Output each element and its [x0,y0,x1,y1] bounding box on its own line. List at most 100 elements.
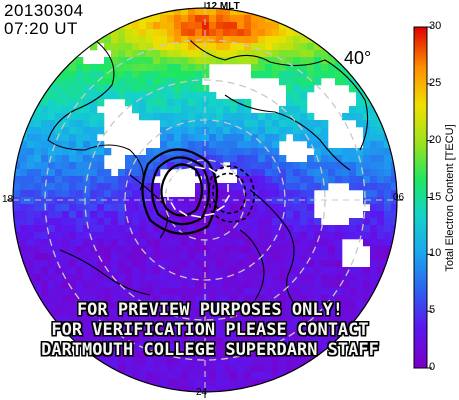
tec-cell [20,190,28,198]
tec-cell [279,50,287,58]
tec-cell [258,22,266,30]
convection-contour [141,148,218,235]
tec-cell [293,330,301,338]
tec-cell [209,323,217,331]
tec-cell [167,134,175,142]
tec-cell [83,190,91,198]
tec-cell [181,295,189,303]
tec-cell [258,365,266,373]
tec-cell [146,106,154,114]
tec-cell [146,379,154,387]
tec-cell [335,176,343,184]
tec-cell [139,113,147,121]
tec-cell [55,141,63,149]
tec-cell [55,190,63,198]
tec-cell [195,92,203,100]
tec-cell [202,239,210,247]
tec-cell [195,15,203,23]
tec-cell [48,260,56,268]
tec-cell [272,267,280,275]
tec-cell [69,253,77,261]
tec-cell [272,43,280,51]
tec-cell [181,127,189,135]
tec-cell [286,316,294,324]
tec-cell [272,274,280,282]
tec-cell [167,204,175,212]
tec-cell [83,99,91,107]
tec-cell [111,50,119,58]
tec-cell [27,162,35,170]
tec-cell [111,211,119,219]
tec-cell [181,141,189,149]
tec-cell [125,169,133,177]
tec-cell [293,162,301,170]
colorbar-tick-label: 0 [429,361,436,373]
tec-cell [125,155,133,163]
tec-cell [286,211,294,219]
tec-cell [300,162,308,170]
tec-cell [209,127,217,135]
tec-cell [286,71,294,79]
tec-cell [293,64,301,72]
tec-cell [76,113,84,121]
tec-cell [139,323,147,331]
tec-cell [153,330,161,338]
tec-cell [223,57,231,65]
tec-cell [111,29,119,37]
tec-cell [314,78,322,86]
tec-cell [69,120,77,128]
tec-cell [111,295,119,303]
tec-cell [223,344,231,352]
tec-cell [76,155,84,163]
tec-cell [41,218,49,226]
tec-cell [209,309,217,317]
tec-cell [377,204,385,212]
tec-cell [356,176,364,184]
tec-cell [216,379,224,387]
tec-cell [209,295,217,303]
tec-cell [195,71,203,79]
tec-cell [307,120,315,128]
tec-cell [377,260,385,268]
tec-cell [20,246,28,254]
tec-cell [69,183,77,191]
tec-cell [265,113,273,121]
tec-cell [167,302,175,310]
velocity-vector [181,167,192,172]
tec-cell [216,386,224,392]
tec-cell [139,288,147,296]
tec-cell [195,113,203,121]
tec-cell [118,302,126,310]
tec-cell [90,183,98,191]
tec-cell [104,281,112,289]
tec-cell [153,99,161,107]
tec-cell [146,358,154,366]
tec-cell [321,155,329,163]
tec-cell [230,253,238,261]
tec-cell [265,302,273,310]
tec-cell [97,281,105,289]
tec-cell [167,225,175,233]
tec-cell [13,197,21,205]
tec-cell [335,253,343,261]
tec-cell [188,78,196,86]
tec-cell [125,365,133,373]
tec-cell [300,120,308,128]
tec-cell [321,148,329,156]
tec-cell [244,253,252,261]
tec-cell [20,218,28,226]
tec-cell [286,344,294,352]
tec-cell [279,134,287,142]
tec-cell [118,218,126,226]
tec-cell [153,344,161,352]
tec-cell [300,169,308,177]
tec-cell [265,239,273,247]
tec-cell [181,288,189,296]
tec-cell [55,211,63,219]
tec-cell [188,8,196,16]
tec-cell [69,92,77,100]
tec-cell [69,127,77,135]
tec-cell [118,288,126,296]
tec-cell [356,92,364,100]
